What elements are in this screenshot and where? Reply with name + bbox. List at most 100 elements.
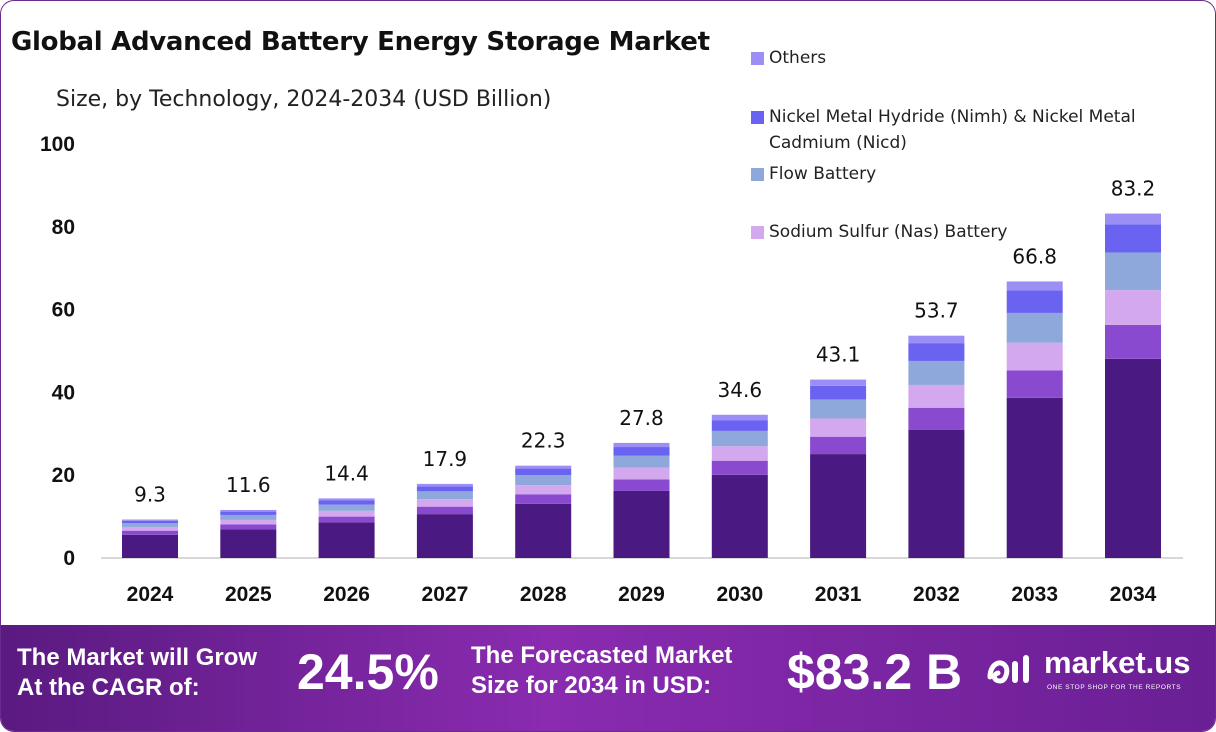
forecast-value: $83.2 B — [787, 644, 963, 700]
bar-2033-flow-battery — [1006, 312, 1063, 343]
forecast-label-line-2: Size for 2034 in USD: — [471, 672, 712, 699]
bar-2031-others — [810, 379, 867, 386]
data-label-2024: 9.3 — [134, 482, 166, 506]
x-tick-label-2029: 2029 — [618, 583, 665, 606]
x-tick-label-2034: 2034 — [1110, 583, 1157, 606]
bar-2030-lead-acid-battery — [711, 460, 768, 475]
y-tick-label-60: 60 — [52, 299, 75, 322]
bar-2030-sodium-sulfur-nas-battery — [711, 446, 768, 461]
x-tick-label-2026: 2026 — [323, 583, 370, 606]
bar-2025-flow-battery — [220, 514, 277, 520]
bar-2033-nickel-metal-hydride-nimh-nickel-metal-cadmium-nicd- — [1006, 290, 1063, 313]
bar-2028-others — [515, 465, 572, 469]
bar-2032-sodium-sulfur-nas-battery — [908, 384, 965, 408]
legend-swatch-sodium — [751, 226, 764, 239]
bar-2026-others — [318, 498, 375, 501]
data-label-2029: 27.8 — [619, 406, 664, 430]
forecast-label: The Forecasted Market Size for 2034 in U… — [471, 641, 732, 701]
x-tick-label-2031: 2031 — [815, 583, 862, 606]
bar-2028-lead-acid-battery — [515, 494, 572, 504]
data-label-2034: 83.2 — [1111, 177, 1156, 201]
legend-label-nickel: Nickel Metal Hydride (Nimh) & Nickel Met… — [769, 107, 1136, 153]
bar-2031-sodium-sulfur-nas-battery — [810, 418, 867, 437]
legend-item-sodium: Sodium Sulfur (Nas) Battery — [751, 219, 1007, 245]
bar-2029-flow-battery — [613, 455, 670, 468]
data-label-2028: 22.3 — [521, 429, 566, 453]
x-tick-label-2032: 2032 — [913, 583, 960, 606]
bar-2032-lithium-ion-battery — [908, 429, 965, 558]
bar-2034-nickel-metal-hydride-nimh-nickel-metal-cadmium-nicd- — [1105, 224, 1161, 253]
legend-item-flow: Flow Battery — [751, 161, 876, 187]
y-tick-label-80: 80 — [52, 216, 75, 239]
bar-2024-sodium-sulfur-nas-battery — [122, 526, 178, 531]
bar-2029-nickel-metal-hydride-nimh-nickel-metal-cadmium-nicd- — [613, 447, 670, 456]
bar-2025-lithium-ion-battery — [220, 529, 277, 558]
market-us-logo-icon — [987, 655, 1029, 684]
data-label-2025: 11.6 — [226, 473, 271, 497]
bar-2034-others — [1105, 213, 1161, 225]
bar-2027-flow-battery — [416, 491, 473, 500]
bar-2027-lead-acid-battery — [416, 506, 473, 515]
bar-2030-others — [711, 414, 768, 421]
bar-2034-lead-acid-battery — [1105, 324, 1161, 359]
bar-2028-sodium-sulfur-nas-battery — [515, 485, 572, 495]
x-tick-label-2025: 2025 — [225, 583, 272, 606]
bar-2024-nickel-metal-hydride-nimh-nickel-metal-cadmium-nicd- — [122, 520, 178, 524]
bar-2034-flow-battery — [1105, 252, 1161, 291]
data-label-2031: 43.1 — [816, 343, 861, 367]
bar-2026-lead-acid-battery — [318, 516, 375, 523]
bar-2027-others — [416, 483, 473, 487]
bar-2024-others — [122, 519, 178, 521]
legend-item-nickel: Nickel Metal Hydride (Nimh) & Nickel Met… — [751, 104, 1189, 156]
cagr-label-line-1: The Market will Grow — [17, 644, 258, 671]
bar-2027-sodium-sulfur-nas-battery — [416, 499, 473, 507]
bar-2032-others — [908, 335, 965, 344]
x-tick-label-2028: 2028 — [520, 583, 567, 606]
bar-2028-lithium-ion-battery — [515, 503, 572, 558]
legend-swatch-flow — [751, 168, 764, 181]
legend-item-others: Others — [751, 45, 826, 71]
bar-2028-nickel-metal-hydride-nimh-nickel-metal-cadmium-nicd- — [515, 468, 572, 476]
bar-2029-lithium-ion-battery — [613, 490, 670, 558]
bar-2025-others — [220, 509, 277, 512]
bar-2027-nickel-metal-hydride-nimh-nickel-metal-cadmium-nicd- — [416, 486, 473, 492]
bar-2032-nickel-metal-hydride-nimh-nickel-metal-cadmium-nicd- — [908, 343, 965, 361]
forecast-label-line-1: The Forecasted Market — [471, 642, 733, 669]
bar-2029-others — [613, 442, 670, 448]
bar-2031-nickel-metal-hydride-nimh-nickel-metal-cadmium-nicd- — [810, 385, 867, 400]
data-label-2027: 17.9 — [423, 447, 468, 471]
bar-2031-lead-acid-battery — [810, 436, 867, 455]
bar-2025-lead-acid-battery — [220, 524, 277, 530]
brand-tagline: ONE STOP SHOP FOR THE REPORTS — [1047, 684, 1182, 691]
bar-2026-sodium-sulfur-nas-battery — [318, 510, 375, 517]
bar-2030-nickel-metal-hydride-nimh-nickel-metal-cadmium-nicd- — [711, 420, 768, 431]
bar-2034-sodium-sulfur-nas-battery — [1105, 290, 1161, 325]
bar-2032-flow-battery — [908, 360, 965, 385]
y-tick-label-40: 40 — [52, 381, 75, 404]
x-tick-label-2027: 2027 — [422, 583, 469, 606]
bar-2034-lithium-ion-battery — [1105, 358, 1161, 558]
cagr-label-line-2: At the CAGR of: — [17, 674, 200, 701]
bar-2030-lithium-ion-battery — [711, 474, 768, 558]
legend-swatch-others — [751, 52, 764, 65]
stacked-bar-chart: 0 20 40 60 80 100 9.3 2024 11.6 2025 14.4 2026 17.9 2… — [40, 133, 1183, 606]
legend-label-others: Others — [769, 48, 827, 68]
bar-2033-lithium-ion-battery — [1006, 397, 1063, 558]
bar-2024-flow-battery — [122, 523, 178, 527]
footer-banner: The Market will Grow At the CAGR of: 24.… — [1, 625, 1215, 731]
bar-2031-lithium-ion-battery — [810, 454, 867, 558]
x-tick-label-2024: 2024 — [127, 583, 174, 606]
bar-2024-lead-acid-battery — [122, 530, 178, 535]
bar-2025-sodium-sulfur-nas-battery — [220, 519, 277, 525]
x-tick-label-2033: 2033 — [1011, 583, 1058, 606]
bar-2028-flow-battery — [515, 475, 572, 486]
bar-2031-flow-battery — [810, 399, 867, 419]
data-label-2032: 53.7 — [914, 299, 959, 323]
cagr-value: 24.5% — [297, 644, 439, 700]
bar-2032-lead-acid-battery — [908, 407, 965, 430]
bar-2026-lithium-ion-battery — [318, 522, 375, 558]
bar-2029-lead-acid-battery — [613, 479, 670, 491]
bar-2027-lithium-ion-battery — [416, 514, 473, 558]
y-tick-label-0: 0 — [63, 547, 75, 570]
